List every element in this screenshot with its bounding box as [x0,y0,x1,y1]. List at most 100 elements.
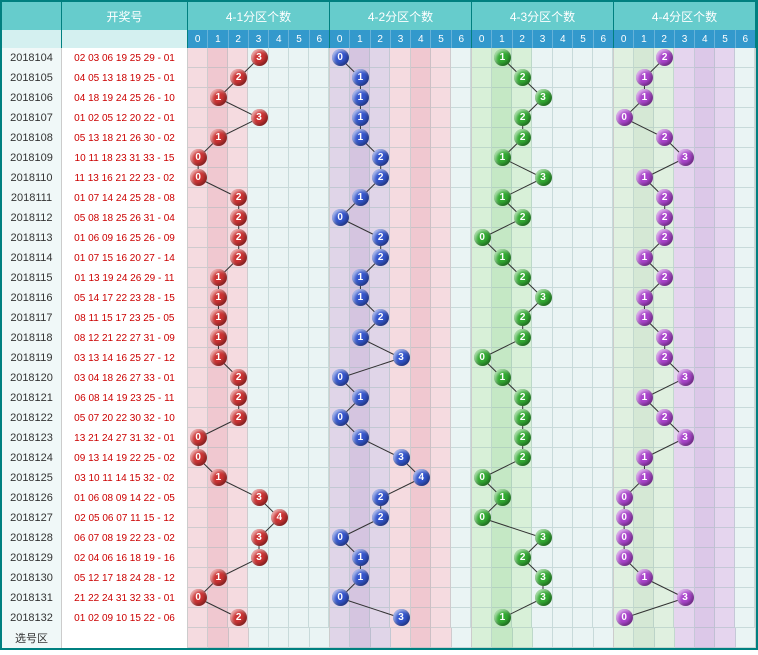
trend-ball: 4 [413,469,430,486]
trend-ball: 1 [636,89,653,106]
table-row: 201810504 05 13 18 19 25 - 012121 [2,68,756,88]
zone-cell: 2 [614,208,756,228]
table-row: 201813005 12 17 18 24 28 - 121131 [2,568,756,588]
subheader-cell: 5 [715,30,735,48]
zone-cell: 2 [614,328,756,348]
trend-ball: 0 [616,529,633,546]
zone-cell: 2 [330,508,472,528]
zone-cell: 4 [330,468,472,488]
trend-ball: 1 [352,129,369,146]
zone-cell: 2 [330,248,472,268]
table-row: 201810805 13 18 21 26 30 - 021122 [2,128,756,148]
issue-cell: 2018104 [2,48,62,68]
table-row: 201811301 06 09 16 25 26 - 092202 [2,228,756,248]
trend-ball: 1 [352,389,369,406]
subhdr-zone-2: 0123456 [330,30,472,48]
zone-cell: 2 [472,328,614,348]
zone-cell: 3 [614,428,756,448]
table-row: 201810910 11 18 23 31 33 - 150213 [2,148,756,168]
hdr-issue [2,2,62,30]
zone-cell: 3 [188,528,330,548]
trend-ball: 1 [636,249,653,266]
trend-ball: 1 [352,189,369,206]
zone-cell: 2 [188,68,330,88]
zone-cell: 1 [188,288,330,308]
table-row: 201812806 07 08 19 22 23 - 023030 [2,528,756,548]
trend-ball: 1 [494,489,511,506]
subheader-cell: 6 [594,30,613,48]
zone-cell: 0 [330,48,472,68]
numbers-cell: 01 06 08 09 14 22 - 05 [62,488,188,508]
trend-ball: 1 [636,289,653,306]
zone-cell: 1 [330,268,472,288]
trend-ball: 0 [474,349,491,366]
zone-cell: 1 [614,288,756,308]
zone-cell: 0 [188,148,330,168]
zone-cell: 3 [472,568,614,588]
zone-cell: 0 [472,468,614,488]
zone-cell: 0 [614,548,756,568]
trend-ball: 1 [352,69,369,86]
issue-cell: 2018108 [2,128,62,148]
subheader-cell: 2 [655,30,675,48]
trend-ball: 0 [332,409,349,426]
subhdr-zone-4: 0123456 [614,30,756,48]
zone-cell: 0 [472,508,614,528]
trend-ball: 1 [352,269,369,286]
zone-cell: 2 [330,488,472,508]
header-row-2: 0123456 0123456 0123456 0123456 [2,30,756,48]
subheader-cell: 3 [391,30,411,48]
numbers-cell: 08 12 21 22 27 31 - 09 [62,328,188,348]
numbers-cell: 03 13 14 16 25 27 - 12 [62,348,188,368]
zone-cell: 3 [330,448,472,468]
zone-cell: 1 [188,308,330,328]
trend-ball: 3 [251,549,268,566]
trend-ball: 0 [616,609,633,626]
issue-cell: 2018115 [2,268,62,288]
footer-zone-3 [472,628,614,648]
trend-ball: 0 [332,49,349,66]
subheader-cell: 6 [736,30,755,48]
subheader-cell: 0 [188,30,208,48]
zone-cell: 2 [472,408,614,428]
zone-cell: 1 [614,388,756,408]
zone-cell: 0 [472,228,614,248]
zone-cell: 0 [472,348,614,368]
numbers-cell: 01 07 14 24 25 28 - 08 [62,188,188,208]
trend-ball: 3 [393,449,410,466]
trend-ball: 1 [352,429,369,446]
issue-cell: 2018125 [2,468,62,488]
zone-cell: 1 [330,128,472,148]
trend-ball: 1 [210,329,227,346]
trend-ball: 3 [535,589,552,606]
trend-ball: 1 [352,109,369,126]
numbers-cell: 04 05 13 18 19 25 - 01 [62,68,188,88]
subheader-cell: 4 [411,30,431,48]
trend-ball: 1 [352,569,369,586]
table-row: 201812106 08 14 19 23 25 - 112121 [2,388,756,408]
subhdr-issue [2,30,62,48]
zone-cell: 1 [614,68,756,88]
trend-ball: 4 [271,509,288,526]
trend-ball: 1 [210,469,227,486]
zone-cell: 0 [614,488,756,508]
hdr-zone-3: 4-3分区个数 [472,2,614,30]
trend-ball: 0 [474,509,491,526]
trend-ball: 3 [535,529,552,546]
trend-ball: 1 [494,49,511,66]
footer-zone-1 [188,628,330,648]
zone-cell: 2 [472,208,614,228]
trend-ball: 1 [352,89,369,106]
trend-ball: 0 [190,149,207,166]
issue-cell: 2018111 [2,188,62,208]
zone-cell: 1 [330,188,472,208]
table-row: 201811101 07 14 24 25 28 - 082112 [2,188,756,208]
numbers-cell: 01 02 09 10 15 22 - 06 [62,608,188,628]
trend-ball: 0 [190,429,207,446]
zone-cell: 1 [614,88,756,108]
numbers-cell: 01 02 05 12 20 22 - 01 [62,108,188,128]
table-row: 201811401 07 15 16 20 27 - 142211 [2,248,756,268]
issue-cell: 2018112 [2,208,62,228]
zone-cell: 2 [614,188,756,208]
subheader-cell: 4 [269,30,289,48]
